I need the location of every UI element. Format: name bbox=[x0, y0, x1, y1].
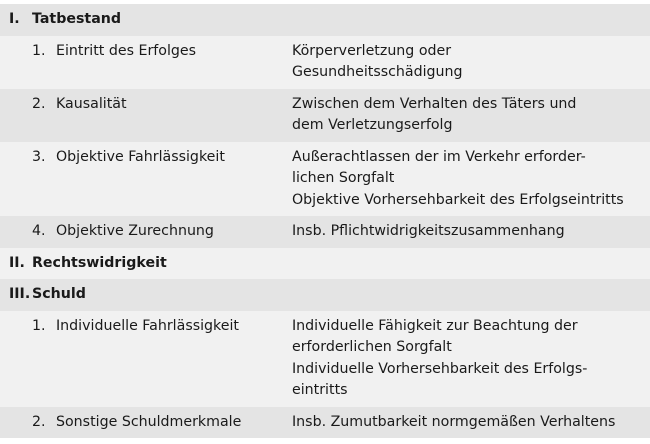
item-label-cell: 1. Eintritt des Erfolges bbox=[0, 41, 292, 84]
description-line: eintritts bbox=[292, 382, 348, 398]
section-numeral: III. bbox=[9, 286, 31, 302]
item-description-cell: Körperverletzung oder Gesundheitsschädigu… bbox=[292, 41, 650, 84]
table-row: 4. Objektive Zurechnung Insb. Pflichtwidri… bbox=[0, 216, 650, 248]
item-number: 2. bbox=[32, 413, 46, 430]
item-label: Objektive Zurechnung bbox=[56, 223, 214, 239]
description-line: Individuelle Fähigkeit zur Beachtung der bbox=[292, 317, 578, 334]
description-line: erforderlichen Sorgfalt bbox=[292, 339, 452, 355]
item-number: 2. bbox=[32, 95, 46, 112]
item-label-cell: 4. Objektive Zurechnung bbox=[0, 221, 292, 243]
item-description-cell: Außerachtlassen der im Verkehr erforder-… bbox=[292, 147, 650, 212]
section-numeral: I. bbox=[9, 11, 20, 27]
item-label-cell: 1. Individuelle Fahrlässigkeit bbox=[0, 316, 292, 402]
item-label: Eintritt des Erfolges bbox=[56, 42, 197, 59]
section-numeral: II. bbox=[9, 254, 25, 271]
description-line: Außerachtlassen der im Verkehr erforder- bbox=[292, 148, 586, 165]
section-title: Schuld bbox=[32, 286, 86, 302]
description-line: Insb. Zumutbarkeit normgemäßen Verhalten… bbox=[292, 413, 616, 430]
section-title: Tatbestand bbox=[32, 11, 122, 27]
table-row: 1. Individuelle Fahrlässigkeit Individuell… bbox=[0, 310, 650, 407]
item-number: 4. bbox=[32, 223, 46, 239]
section-header-row: II. Rechtswidrigkeit bbox=[0, 247, 650, 279]
table-row: 3. Objektive Fahrlässigkeit Außerachtlasse… bbox=[0, 141, 650, 216]
item-label: Individuelle Fahrlässigkeit bbox=[56, 317, 239, 334]
item-number: 1. bbox=[32, 42, 46, 59]
description-line: Körperverletzung oder bbox=[292, 42, 452, 59]
description-line: Objektive Vorhersehbarkeit des Erfolgsei… bbox=[292, 191, 624, 208]
table-row: 2. Sonstige Schuldmerkmale Insb. Zumutbark… bbox=[0, 406, 650, 438]
item-number: 1. bbox=[32, 317, 46, 334]
item-label: Objektive Fahrlässigkeit bbox=[56, 148, 225, 165]
item-label-cell: 2. Kausalität bbox=[0, 94, 292, 137]
table-row: 1. Eintritt des Erfolges Körperverletzung … bbox=[0, 35, 650, 89]
item-description-cell: Zwischen dem Verhalten des Täters und dem… bbox=[292, 94, 650, 137]
description-line: Zwischen dem Verhalten des Täters und bbox=[292, 95, 577, 112]
item-description-cell: Individuelle Fähigkeit zur Beachtung der… bbox=[292, 316, 650, 402]
section-header-row: III. Schuld bbox=[0, 279, 650, 311]
item-label: Kausalität bbox=[56, 95, 127, 112]
description-line: Gesundheitsschädigung bbox=[292, 64, 463, 80]
table-row: 2. Kausalität Zwischen dem Verhalten des T… bbox=[0, 88, 650, 142]
scheme-table: I. Tatbestand 1. Eintritt des Erfolges Körpe… bbox=[0, 4, 650, 438]
item-label-cell: 3. Objektive Fahrlässigkeit bbox=[0, 147, 292, 212]
description-line: Individuelle Vorhersehbarkeit des Erfolg… bbox=[292, 360, 588, 377]
item-description-cell: Insb. Zumutbarkeit normgemäßen Verhalten… bbox=[292, 412, 650, 434]
item-number: 3. bbox=[32, 148, 46, 165]
section-title: Rechtswidrigkeit bbox=[32, 254, 167, 271]
section-header-row: I. Tatbestand bbox=[0, 4, 650, 36]
item-label: Sonstige Schuldmerkmale bbox=[56, 413, 242, 430]
item-label-cell: 2. Sonstige Schuldmerkmale bbox=[0, 412, 292, 434]
item-description-cell: Insb. Pflichtwidrigkeitszusammenhang bbox=[292, 221, 650, 243]
description-line: dem Verletzungserfolg bbox=[292, 117, 453, 133]
description-line: Insb. Pflichtwidrigkeitszusammenhang bbox=[292, 223, 565, 239]
description-line: lichen Sorgfalt bbox=[292, 170, 395, 186]
